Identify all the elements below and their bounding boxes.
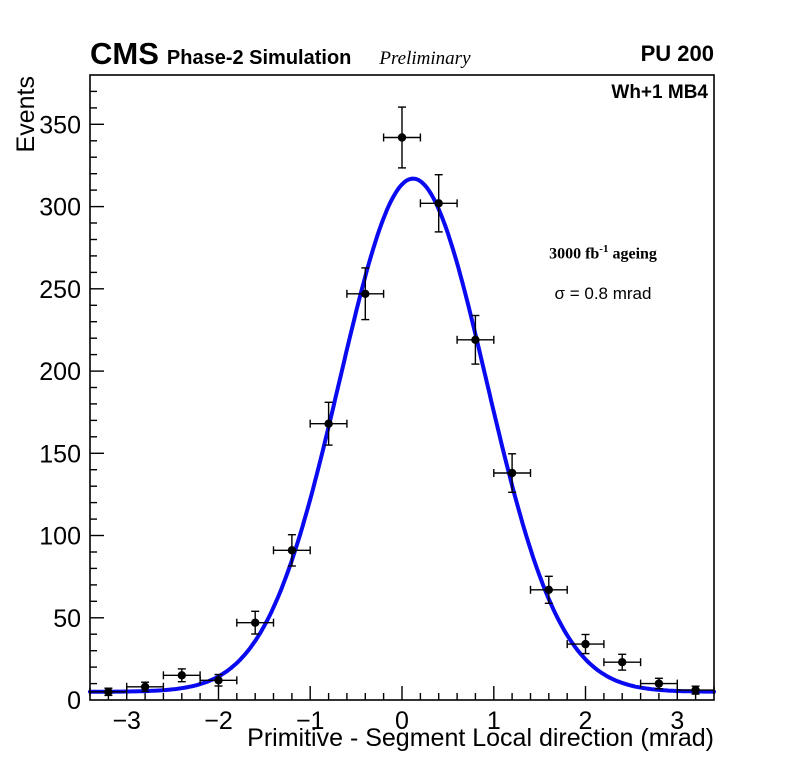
svg-text:200: 200: [39, 358, 81, 386]
svg-text:−2: −2: [204, 707, 233, 735]
sigma-annotation: σ = 0.8 mrad: [554, 284, 652, 303]
lumi-prefix: 3000 fb: [549, 245, 600, 263]
svg-text:150: 150: [39, 440, 81, 468]
x-axis: −3 −2 −1 0 1 2 3: [107, 686, 697, 735]
svg-text:3: 3: [670, 707, 684, 735]
svg-text:250: 250: [39, 276, 81, 304]
svg-text:−1: −1: [296, 707, 325, 735]
svg-text:−3: −3: [112, 707, 141, 735]
data-marker: [361, 289, 370, 298]
lumi-annotation: 3000 fb-1 ageing: [498, 243, 708, 263]
data-marker: [581, 639, 590, 649]
data-marker: [324, 419, 333, 428]
svg-text:300: 300: [39, 194, 81, 222]
svg-text:2: 2: [579, 707, 593, 735]
data-marker: [287, 546, 297, 555]
data-marker: [214, 676, 223, 685]
data-marker: [177, 671, 186, 680]
simulation-label: Phase-2 Simulation: [166, 47, 352, 69]
data-marker: [654, 679, 664, 688]
svg-text:50: 50: [53, 605, 81, 633]
fit-curve: [88, 176, 716, 694]
svg-text:350: 350: [39, 111, 81, 139]
data-marker: [140, 682, 150, 691]
plot-frame: [89, 74, 715, 701]
pileup-label: PU 200: [640, 41, 714, 66]
y-axis-title: Events: [12, 76, 40, 153]
data-marker: [434, 199, 443, 208]
data-marker: [618, 658, 627, 667]
experiment-label: CMS: [90, 36, 159, 71]
data-marker: [691, 685, 700, 695]
y-axis: 0 50 100 150 200 250 300 350: [39, 90, 104, 715]
chamber-label: Wh+1 MB4: [611, 82, 708, 103]
data-marker: [397, 133, 407, 142]
svg-text:1: 1: [487, 707, 501, 735]
preliminary-label: Preliminary: [379, 48, 471, 69]
lumi-superscript: -1: [599, 243, 609, 255]
lumi-suffix: ageing: [608, 245, 657, 263]
data-marker: [507, 468, 517, 478]
x-axis-title: Primitive - Segment Local direction (mra…: [247, 724, 714, 752]
cms-header: CMS Phase-2 Simulation Preliminary: [90, 36, 471, 72]
svg-text:0: 0: [395, 707, 409, 735]
data-marker: [471, 335, 480, 344]
svg-text:100: 100: [39, 523, 81, 551]
data-marker: [544, 585, 553, 594]
data-points: [89, 106, 715, 697]
data-marker: [104, 687, 113, 696]
data-marker: [251, 618, 260, 627]
svg-text:0: 0: [67, 687, 81, 715]
